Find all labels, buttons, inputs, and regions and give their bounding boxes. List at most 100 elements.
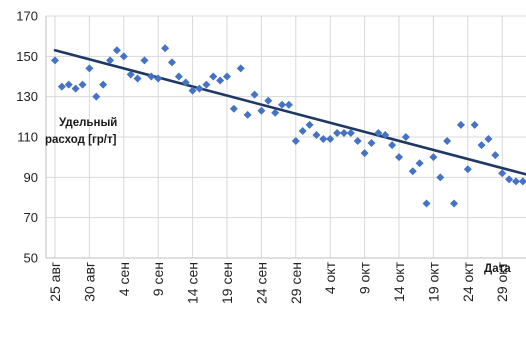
x-tick-label: 9 сен [150, 262, 166, 296]
y-axis-label-line-1: Удельный [59, 117, 117, 129]
data-point [346, 128, 355, 137]
x-tick-label: 14 сен [185, 262, 201, 304]
y-tick-labels: 50 70 90 110 130 150 170 [16, 9, 38, 266]
axes [45, 16, 526, 259]
x-tick-label: 9 окт [357, 261, 373, 294]
data-point [78, 80, 87, 89]
data-point [167, 58, 176, 67]
y-tick-label: 70 [24, 210, 38, 225]
x-tick-label: 30 авг [81, 262, 97, 302]
data-point [298, 126, 307, 135]
data-point [202, 80, 211, 89]
data-point [223, 72, 231, 81]
y-tick-label: 50 [24, 251, 38, 266]
data-point [85, 64, 94, 73]
y-tick-label: 90 [24, 170, 38, 185]
x-tick-label: 4 окт [322, 261, 338, 294]
data-point [250, 90, 259, 99]
data-point [450, 199, 459, 208]
data-point [71, 84, 80, 93]
data-point [305, 120, 314, 129]
data-point [429, 153, 438, 162]
data-point [57, 82, 66, 91]
x-tick-label: 14 окт [391, 261, 407, 302]
data-point [181, 78, 190, 87]
x-tick-label: 19 окт [425, 261, 441, 302]
data-point [271, 108, 280, 117]
y-tick-label: 170 [16, 9, 38, 24]
data-point [505, 175, 514, 184]
trendline [53, 48, 526, 176]
data-point [92, 92, 101, 101]
data-point [243, 110, 252, 119]
data-point [99, 80, 108, 89]
data-point [381, 130, 390, 139]
data-point [401, 133, 410, 141]
data-point [367, 139, 376, 148]
data-point [140, 56, 149, 65]
data-point [463, 165, 472, 174]
data-point [339, 128, 348, 137]
data-point [229, 104, 238, 113]
data-point [484, 135, 493, 144]
data-point [174, 72, 183, 81]
data-point [319, 135, 328, 144]
data-point [395, 153, 403, 162]
data-point [456, 120, 465, 129]
data-point [209, 72, 218, 81]
data-point [326, 135, 335, 144]
data-points [51, 44, 526, 208]
data-point [257, 106, 266, 115]
data-point [119, 52, 128, 61]
y-tick-label: 130 [16, 89, 38, 104]
data-point [284, 100, 293, 109]
data-point [154, 74, 163, 83]
data-point [470, 120, 479, 129]
data-point [498, 169, 507, 178]
data-point [161, 44, 170, 53]
x-tick-label: 29 сен [288, 262, 304, 304]
x-tick-label: 24 сен [253, 262, 269, 304]
data-point [291, 137, 300, 146]
data-point [353, 137, 362, 146]
data-point [236, 64, 245, 73]
x-tick-label: 4 сен [116, 262, 132, 296]
x-tick-label: 25 авг [47, 262, 63, 302]
data-point [147, 72, 156, 81]
trendline-layer [53, 48, 526, 176]
data-point [216, 76, 225, 85]
data-point [491, 151, 500, 160]
data-point [333, 128, 342, 137]
x-axis-label: Дата [484, 263, 511, 275]
data-point [112, 46, 121, 55]
data-point [422, 199, 431, 208]
y-tick-label: 150 [16, 49, 38, 64]
data-point [443, 137, 452, 146]
x-tick-label: 24 окт [460, 261, 476, 302]
data-point [360, 149, 369, 158]
data-point [195, 84, 204, 93]
data-point [312, 130, 321, 139]
data-point [408, 167, 417, 176]
x-tick-labels: 25 авг 30 авг 4 сен 9 сен 14 сен 19 сен 24 сен… [47, 261, 510, 304]
data-point [436, 173, 445, 182]
data-point [188, 86, 197, 95]
data-point [264, 96, 273, 105]
data-point [51, 56, 59, 65]
data-point [374, 128, 383, 137]
x-tick-label: 19 сен [219, 262, 235, 304]
data-point [64, 80, 73, 89]
data-point [126, 70, 135, 79]
data-point [106, 56, 115, 65]
data-point [133, 74, 142, 83]
data-point [477, 141, 486, 150]
data-point [278, 100, 287, 109]
data-point [415, 159, 424, 168]
y-tick-label: 110 [17, 130, 38, 145]
y-axis-label-line-2: расход [гр/т] [45, 134, 117, 146]
data-point [511, 177, 520, 186]
x-tick-label: 29 окт [494, 261, 510, 302]
data-point [518, 177, 526, 186]
